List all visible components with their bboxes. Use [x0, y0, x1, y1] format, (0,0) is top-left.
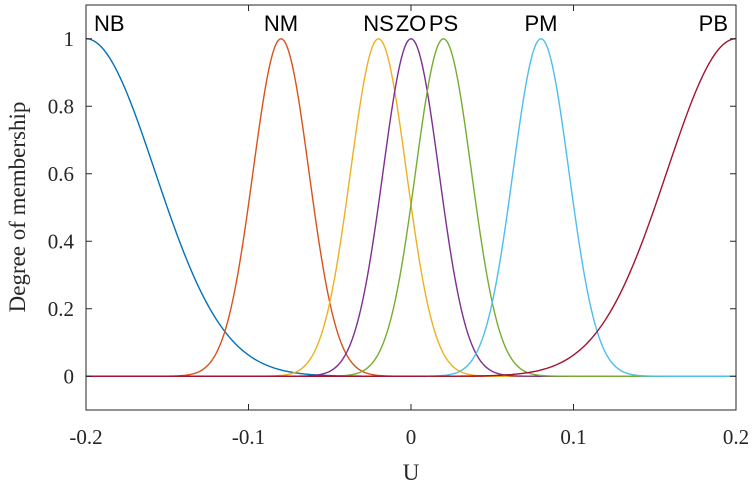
y-tick-label: 0.4: [48, 229, 75, 253]
x-tick-label: 0: [406, 425, 417, 449]
y-tick-label: 0: [64, 364, 75, 388]
curve-label-pm: PM: [525, 11, 558, 36]
curve-label-zo: ZO: [396, 11, 427, 36]
x-tick-label: -0.1: [232, 425, 265, 449]
x-tick-label: 0.2: [723, 425, 749, 449]
y-tick-label: 0.2: [48, 297, 74, 321]
curve-pb: [86, 38, 737, 377]
y-tick-label: 0.6: [48, 162, 74, 186]
curve-label-nb: NB: [94, 11, 125, 36]
curve-label-pb: PB: [699, 11, 728, 36]
x-tick-label: 0.1: [560, 425, 586, 449]
y-tick-label: 1: [64, 27, 75, 51]
x-tick-label: -0.2: [69, 425, 102, 449]
curve-label-ps: PS: [429, 11, 458, 36]
curve-labels-layer: NB NM NS ZO PS PM PB: [94, 11, 728, 36]
curve-label-ns: NS: [363, 11, 394, 36]
x-axis-label: U: [403, 460, 420, 485]
ticks-layer: [85, 5, 737, 410]
y-tick-label: 0.8: [48, 94, 74, 118]
y-axis-label: Degree of membership: [5, 102, 30, 313]
curve-label-nm: NM: [264, 11, 298, 36]
curve-ps: [86, 38, 736, 377]
tick-labels-layer: -0.2 -0.1 0 0.1 0.2 0 0.2 0.4 0.6 0.8 1: [48, 27, 749, 449]
curves-layer: [85, 38, 737, 377]
